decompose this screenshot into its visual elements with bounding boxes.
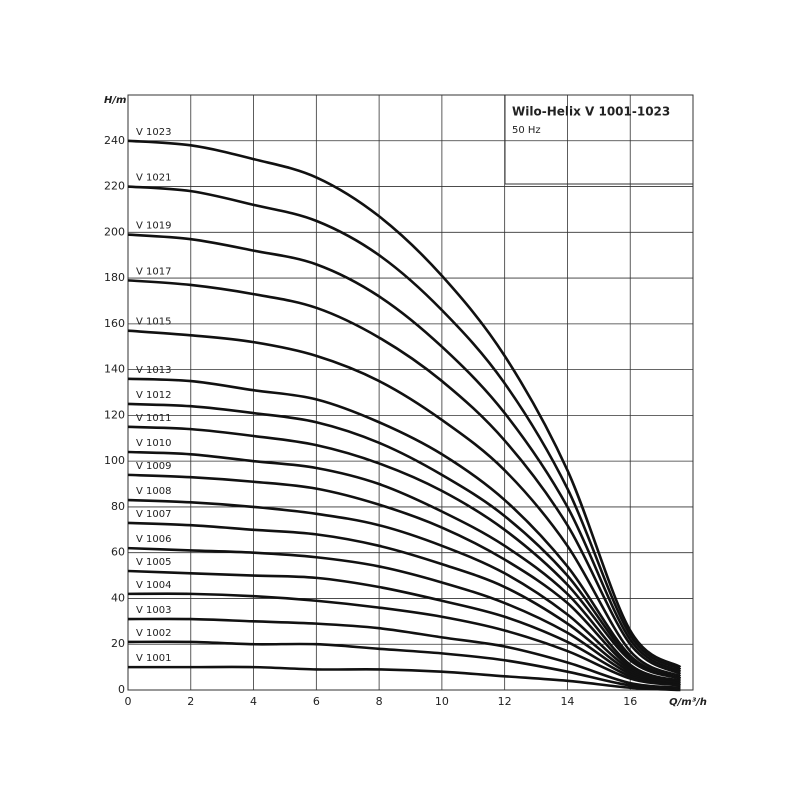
- pump-curve: [127, 139, 682, 669]
- x-tick-label: 10: [435, 695, 449, 708]
- y-tick-label: 60: [111, 546, 125, 559]
- pump-curve: [127, 665, 681, 692]
- pump-curve: [127, 450, 681, 683]
- curve-label: V 1017: [136, 266, 171, 277]
- pump-curve: [127, 592, 681, 687]
- pump-curve: [127, 498, 681, 685]
- curve-label: V 1004: [136, 580, 171, 591]
- x-axis-label: Q/m³/h: [669, 697, 707, 708]
- y-tick-label: 20: [111, 637, 125, 650]
- x-tick-label: 16: [623, 695, 637, 708]
- y-tick-label: 140: [104, 363, 125, 376]
- title-box: [504, 94, 694, 185]
- curve-label: V 1013: [136, 365, 171, 376]
- curve-label: V 1019: [136, 221, 171, 232]
- y-tick-label: 160: [104, 317, 125, 330]
- pump-curve: [127, 329, 682, 678]
- pump-curve: [127, 473, 681, 683]
- curve-label: V 1010: [136, 438, 171, 449]
- y-tick-label: 80: [111, 500, 125, 513]
- pump-curve: [127, 521, 681, 685]
- y-axis-label: H/m: [104, 95, 126, 106]
- pump-curve: [127, 425, 681, 680]
- curve-label: V 1006: [136, 534, 171, 545]
- y-tick-label: 0: [118, 683, 125, 696]
- curve-label: V 1015: [136, 317, 171, 328]
- curve-label: V 1007: [136, 509, 171, 520]
- pump-curve: [127, 185, 682, 671]
- y-tick-label: 220: [104, 180, 125, 193]
- curve-label: V 1002: [136, 628, 171, 639]
- curve-label: V 1001: [136, 653, 171, 664]
- pump-curve: [127, 546, 681, 687]
- pump-curve: [127, 377, 681, 680]
- curve-label: V 1021: [136, 173, 171, 184]
- y-tick-label: 120: [104, 408, 125, 421]
- y-tick-label: 240: [104, 134, 125, 147]
- x-tick-label: 0: [125, 695, 132, 708]
- x-tick-label: 2: [187, 695, 194, 708]
- y-tick-label: 200: [104, 225, 125, 238]
- x-tick-label: 14: [560, 695, 574, 708]
- x-tick-label: 4: [250, 695, 257, 708]
- x-tick-label: 6: [313, 695, 320, 708]
- curve-label: V 1005: [136, 557, 171, 568]
- y-tick-label: 180: [104, 271, 125, 284]
- chart-title: Wilo-Helix V 1001-1023: [512, 105, 670, 119]
- curve-label: V 1009: [136, 461, 171, 472]
- y-tick-label: 40: [111, 591, 125, 604]
- y-tick-label: 100: [104, 454, 125, 467]
- curve-label: V 1011: [136, 413, 171, 424]
- pump-curve: [127, 569, 681, 687]
- pump-curve: [127, 233, 682, 673]
- pump-curve: [127, 640, 681, 690]
- pump-curve: [127, 279, 682, 676]
- chart-subtitle: 50 Hz: [512, 125, 541, 136]
- curve-label: V 1012: [136, 390, 171, 401]
- curve-label: V 1008: [136, 486, 171, 497]
- curve-label: V 1003: [136, 605, 171, 616]
- pump-curve: [127, 617, 681, 690]
- pump-curve: [127, 402, 681, 680]
- curve-label: V 1023: [136, 127, 171, 138]
- x-tick-label: 12: [498, 695, 512, 708]
- x-tick-label: 8: [376, 695, 383, 708]
